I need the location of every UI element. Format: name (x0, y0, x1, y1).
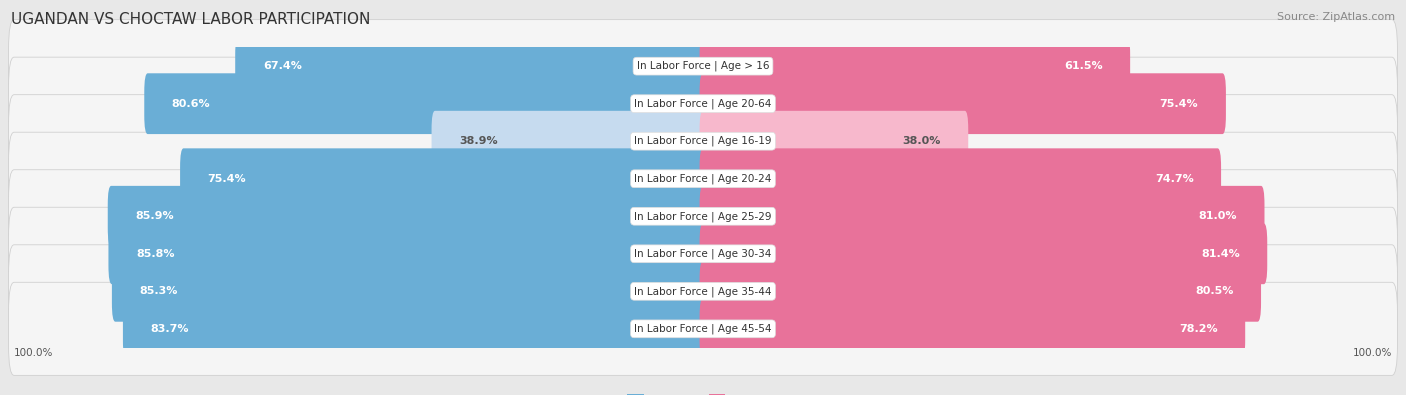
FancyBboxPatch shape (8, 170, 1398, 263)
FancyBboxPatch shape (8, 282, 1398, 375)
FancyBboxPatch shape (8, 20, 1398, 113)
Text: In Labor Force | Age 20-24: In Labor Force | Age 20-24 (634, 173, 772, 184)
Text: 85.9%: 85.9% (135, 211, 174, 221)
Text: 85.8%: 85.8% (136, 249, 174, 259)
Text: In Labor Force | Age 45-54: In Labor Force | Age 45-54 (634, 324, 772, 334)
Text: In Labor Force | Age 30-34: In Labor Force | Age 30-34 (634, 248, 772, 259)
FancyBboxPatch shape (122, 299, 706, 359)
FancyBboxPatch shape (8, 207, 1398, 300)
FancyBboxPatch shape (700, 149, 1220, 209)
FancyBboxPatch shape (700, 73, 1226, 134)
Text: 38.9%: 38.9% (460, 136, 498, 146)
FancyBboxPatch shape (108, 224, 706, 284)
Text: In Labor Force | Age 35-44: In Labor Force | Age 35-44 (634, 286, 772, 297)
FancyBboxPatch shape (112, 261, 706, 322)
Text: 100.0%: 100.0% (14, 348, 53, 357)
Text: 67.4%: 67.4% (263, 61, 302, 71)
FancyBboxPatch shape (8, 95, 1398, 188)
Text: In Labor Force | Age > 16: In Labor Force | Age > 16 (637, 61, 769, 71)
Text: 80.5%: 80.5% (1195, 286, 1233, 296)
FancyBboxPatch shape (700, 261, 1261, 322)
Text: 74.7%: 74.7% (1154, 174, 1194, 184)
Legend: Ugandan, Choctaw: Ugandan, Choctaw (624, 391, 782, 395)
FancyBboxPatch shape (8, 132, 1398, 225)
Text: In Labor Force | Age 25-29: In Labor Force | Age 25-29 (634, 211, 772, 222)
Text: 100.0%: 100.0% (1353, 348, 1392, 357)
FancyBboxPatch shape (180, 149, 706, 209)
Text: Source: ZipAtlas.com: Source: ZipAtlas.com (1277, 12, 1395, 22)
Text: 81.4%: 81.4% (1201, 249, 1240, 259)
FancyBboxPatch shape (432, 111, 706, 171)
FancyBboxPatch shape (700, 111, 969, 171)
FancyBboxPatch shape (108, 186, 706, 246)
FancyBboxPatch shape (8, 57, 1398, 150)
Text: 75.4%: 75.4% (208, 174, 246, 184)
FancyBboxPatch shape (235, 36, 706, 96)
Text: In Labor Force | Age 20-64: In Labor Force | Age 20-64 (634, 98, 772, 109)
Text: 75.4%: 75.4% (1160, 99, 1198, 109)
Text: 78.2%: 78.2% (1180, 324, 1218, 334)
Text: 83.7%: 83.7% (150, 324, 188, 334)
Text: 80.6%: 80.6% (172, 99, 211, 109)
FancyBboxPatch shape (8, 245, 1398, 338)
Text: 38.0%: 38.0% (903, 136, 941, 146)
Text: 85.3%: 85.3% (139, 286, 177, 296)
FancyBboxPatch shape (145, 73, 706, 134)
FancyBboxPatch shape (700, 224, 1267, 284)
FancyBboxPatch shape (700, 299, 1246, 359)
Text: 61.5%: 61.5% (1064, 61, 1102, 71)
FancyBboxPatch shape (700, 36, 1130, 96)
Text: 81.0%: 81.0% (1198, 211, 1237, 221)
Text: In Labor Force | Age 16-19: In Labor Force | Age 16-19 (634, 136, 772, 147)
FancyBboxPatch shape (700, 186, 1264, 246)
Text: UGANDAN VS CHOCTAW LABOR PARTICIPATION: UGANDAN VS CHOCTAW LABOR PARTICIPATION (11, 12, 371, 27)
